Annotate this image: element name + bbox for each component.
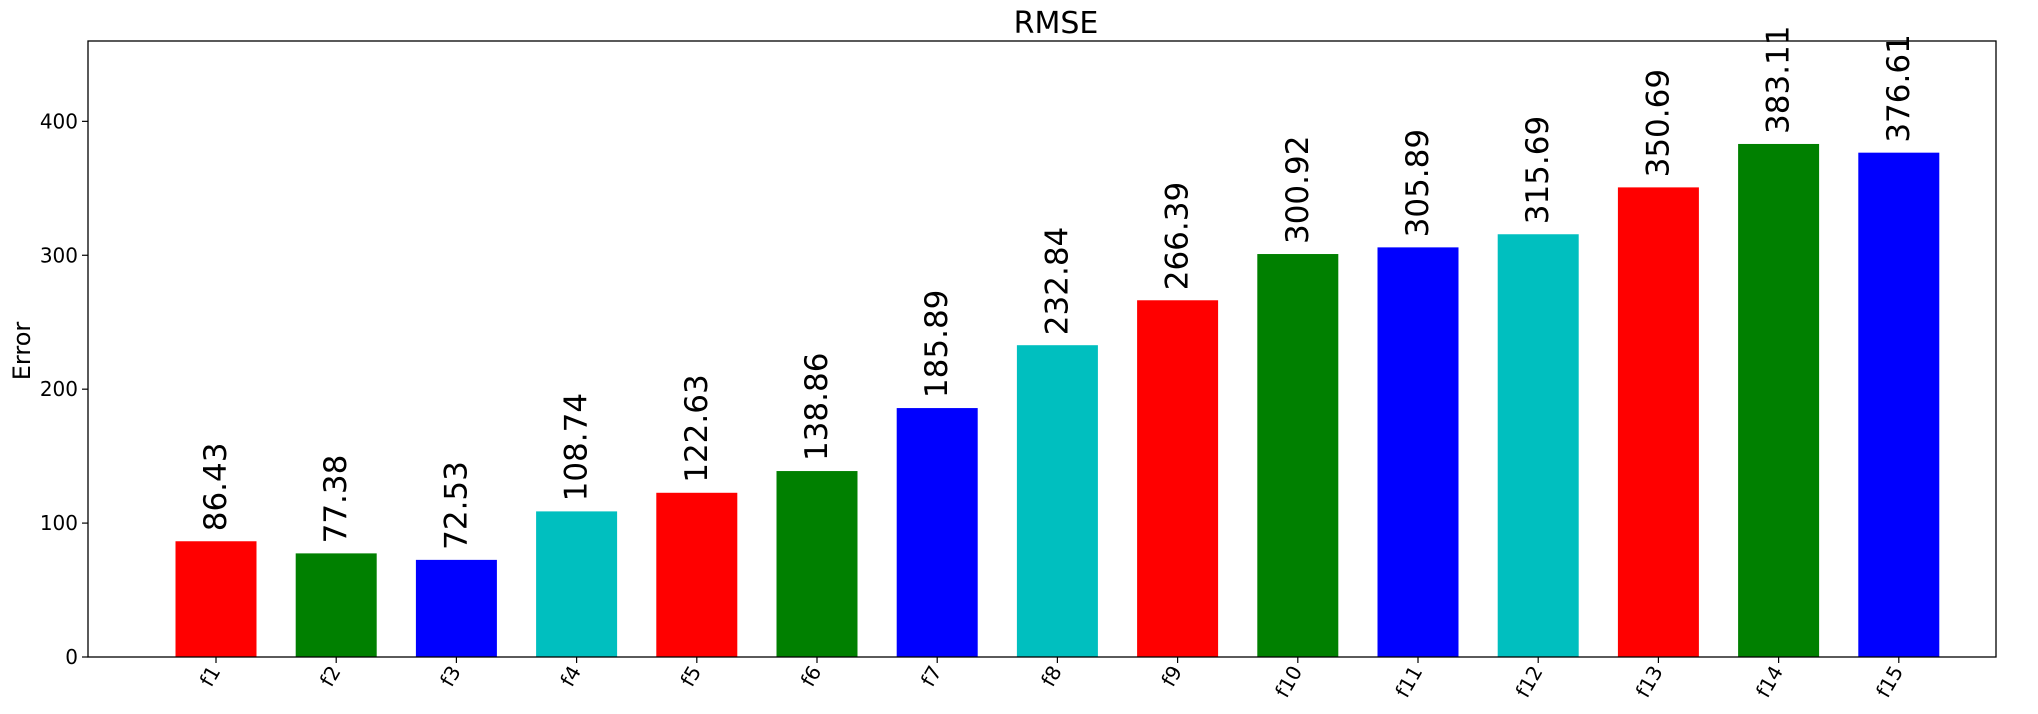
bar-f2 [295, 553, 377, 657]
bar-value-label-f10: 300.92 [1280, 136, 1316, 244]
bar-value-label-f14: 383.11 [1761, 25, 1797, 133]
x-tick-label-f15: f15 [1871, 662, 1908, 702]
bar-f6 [776, 471, 858, 657]
bar-value-label-f4: 108.74 [559, 393, 595, 501]
x-tick-label-f8: f8 [1036, 662, 1067, 691]
bars-group [175, 143, 1940, 657]
bar-value-label-f7: 185.89 [919, 290, 955, 398]
x-tick-label-f9: f9 [1156, 662, 1187, 691]
bar-value-label-f5: 122.63 [679, 374, 715, 482]
bar-f12 [1497, 234, 1579, 657]
y-axis-label: Error [8, 322, 36, 381]
bar-f1 [175, 541, 257, 657]
chart-title: RMSE [1014, 6, 1099, 41]
bar-f14 [1738, 143, 1820, 657]
bar-value-label-f3: 72.53 [438, 461, 474, 550]
y-tick-label-0: 0 [65, 645, 78, 669]
bar-value-label-f11: 305.89 [1400, 129, 1436, 237]
x-tick-label-f13: f13 [1631, 662, 1668, 702]
x-axis-ticks: f1 f2 f3 f4 f5 f6 f7 f8 f9 f10 f11 f12 f13 f14 f15 [195, 657, 1908, 702]
bar-value-label-f2: 77.38 [318, 455, 354, 544]
x-tick-label-f1: f1 [195, 662, 226, 691]
bar-value-label-f13: 350.69 [1640, 69, 1676, 177]
y-axis-ticks: 0 100 200 300 400 [40, 109, 88, 669]
x-tick-label-f12: f12 [1510, 662, 1547, 702]
bar-value-label-f6: 138.86 [799, 353, 835, 461]
x-tick-label-f2: f2 [315, 662, 346, 691]
bar-f7 [896, 408, 978, 657]
bar-value-label-f15: 376.61 [1881, 34, 1917, 142]
bar-f4 [536, 511, 618, 657]
bar-value-label-f8: 232.84 [1039, 227, 1075, 335]
bar-value-label-f9: 266.39 [1160, 182, 1196, 290]
bar-labels-group: 86.43 77.38 72.53 108.74 122.63 138.86 185.89 2… [198, 25, 1917, 549]
bar-f5 [656, 492, 738, 657]
x-tick-label-f6: f6 [796, 662, 827, 691]
bar-f8 [1016, 345, 1098, 657]
bar-f3 [415, 559, 497, 657]
y-tick-label-200: 200 [40, 377, 78, 401]
x-tick-label-f5: f5 [675, 662, 706, 691]
plot-frame [87, 40, 1997, 658]
bar-f11 [1377, 247, 1459, 657]
y-tick-label-300: 300 [40, 243, 78, 267]
bar-value-label-f12: 315.69 [1520, 116, 1556, 224]
x-tick-label-f14: f14 [1751, 662, 1788, 702]
y-tick-label-400: 400 [40, 109, 78, 133]
x-tick-label-f11: f11 [1390, 662, 1427, 702]
bar-f9 [1137, 300, 1219, 657]
x-tick-label-f10: f10 [1270, 662, 1307, 702]
x-tick-label-f7: f7 [916, 662, 947, 691]
bar-f10 [1257, 254, 1339, 657]
x-tick-label-f4: f4 [555, 662, 586, 691]
bar-f15 [1858, 152, 1940, 657]
bar-value-label-f1: 86.43 [198, 443, 234, 532]
bar-f13 [1617, 187, 1699, 657]
x-tick-label-f3: f3 [435, 662, 466, 691]
y-tick-label-100: 100 [40, 511, 78, 535]
